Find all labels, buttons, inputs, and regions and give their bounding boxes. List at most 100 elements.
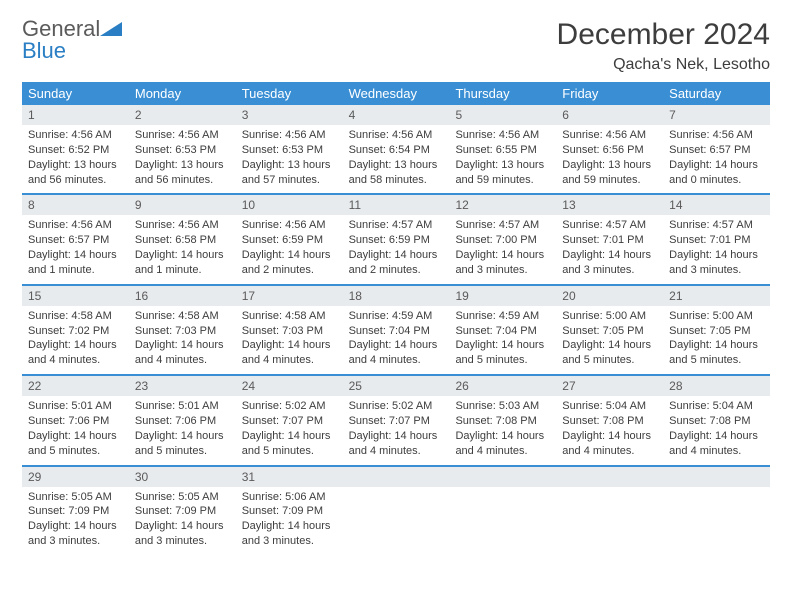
sunset-text: Sunset: 6:59 PM [349, 233, 444, 248]
week-row: 8Sunrise: 4:56 AMSunset: 6:57 PMDaylight… [22, 195, 770, 285]
sunrise-text: Sunrise: 5:05 AM [135, 490, 230, 505]
day-number: 18 [343, 286, 450, 306]
sunrise-text: Sunrise: 4:59 AM [455, 309, 550, 324]
day-number: 14 [663, 195, 770, 215]
sunset-text: Sunset: 7:08 PM [669, 414, 764, 429]
brand-part2: Blue [22, 38, 66, 63]
sunrise-text: Sunrise: 5:02 AM [349, 399, 444, 414]
weekday-header-row: Sunday Monday Tuesday Wednesday Thursday… [22, 82, 770, 105]
day-info: Sunrise: 4:56 AMSunset: 6:56 PMDaylight:… [556, 125, 663, 187]
sunset-text: Sunset: 6:52 PM [28, 143, 123, 158]
day-cell: 30Sunrise: 5:05 AMSunset: 7:09 PMDayligh… [129, 467, 236, 555]
day-cell: 21Sunrise: 5:00 AMSunset: 7:05 PMDayligh… [663, 286, 770, 374]
day-info: Sunrise: 4:56 AMSunset: 6:57 PMDaylight:… [663, 125, 770, 187]
day-number: 1 [22, 105, 129, 125]
daylight-text: Daylight: 14 hours and 3 minutes. [562, 248, 657, 278]
day-number: 31 [236, 467, 343, 487]
day-info: Sunrise: 5:04 AMSunset: 7:08 PMDaylight:… [663, 396, 770, 458]
daylight-text: Daylight: 14 hours and 2 minutes. [349, 248, 444, 278]
month-title: December 2024 [557, 18, 770, 52]
calendar: Sunday Monday Tuesday Wednesday Thursday… [22, 82, 770, 555]
daylight-text: Daylight: 14 hours and 3 minutes. [669, 248, 764, 278]
day-number: 6 [556, 105, 663, 125]
day-info: Sunrise: 4:56 AMSunset: 6:52 PMDaylight:… [22, 125, 129, 187]
sunset-text: Sunset: 7:06 PM [28, 414, 123, 429]
header: General Blue December 2024 Qacha's Nek, … [22, 18, 770, 74]
day-cell: 23Sunrise: 5:01 AMSunset: 7:06 PMDayligh… [129, 376, 236, 464]
daylight-text: Daylight: 14 hours and 4 minutes. [349, 429, 444, 459]
daylight-text: Daylight: 13 hours and 59 minutes. [562, 158, 657, 188]
day-number: 21 [663, 286, 770, 306]
week-row: 22Sunrise: 5:01 AMSunset: 7:06 PMDayligh… [22, 376, 770, 466]
sunset-text: Sunset: 6:53 PM [135, 143, 230, 158]
weeks-container: 1Sunrise: 4:56 AMSunset: 6:52 PMDaylight… [22, 105, 770, 555]
day-cell [449, 467, 556, 555]
sunrise-text: Sunrise: 5:01 AM [28, 399, 123, 414]
day-cell: 19Sunrise: 4:59 AMSunset: 7:04 PMDayligh… [449, 286, 556, 374]
day-number: 24 [236, 376, 343, 396]
day-info: Sunrise: 4:56 AMSunset: 6:53 PMDaylight:… [129, 125, 236, 187]
day-number [449, 467, 556, 487]
sunset-text: Sunset: 7:08 PM [455, 414, 550, 429]
day-cell: 7Sunrise: 4:56 AMSunset: 6:57 PMDaylight… [663, 105, 770, 193]
daylight-text: Daylight: 14 hours and 5 minutes. [28, 429, 123, 459]
daylight-text: Daylight: 14 hours and 5 minutes. [669, 338, 764, 368]
sunrise-text: Sunrise: 5:02 AM [242, 399, 337, 414]
day-info: Sunrise: 4:56 AMSunset: 6:55 PMDaylight:… [449, 125, 556, 187]
day-number: 2 [129, 105, 236, 125]
day-number [556, 467, 663, 487]
day-cell: 18Sunrise: 4:59 AMSunset: 7:04 PMDayligh… [343, 286, 450, 374]
daylight-text: Daylight: 14 hours and 3 minutes. [242, 519, 337, 549]
day-cell: 13Sunrise: 4:57 AMSunset: 7:01 PMDayligh… [556, 195, 663, 283]
day-cell: 5Sunrise: 4:56 AMSunset: 6:55 PMDaylight… [449, 105, 556, 193]
day-cell [556, 467, 663, 555]
daylight-text: Daylight: 14 hours and 5 minutes. [242, 429, 337, 459]
day-cell: 11 Sunrise: 4:57 AMSunset: 6:59 PMDayligh… [343, 195, 450, 283]
sunset-text: Sunset: 7:01 PM [669, 233, 764, 248]
sunset-text: Sunset: 6:56 PM [562, 143, 657, 158]
daylight-text: Daylight: 14 hours and 3 minutes. [28, 519, 123, 549]
day-info: Sunrise: 5:03 AMSunset: 7:08 PMDaylight:… [449, 396, 556, 458]
day-number: 20 [556, 286, 663, 306]
day-info: Sunrise: 4:59 AMSunset: 7:04 PMDaylight:… [343, 306, 450, 368]
logo-triangle-icon [100, 18, 122, 40]
day-cell: 2Sunrise: 4:56 AMSunset: 6:53 PMDaylight… [129, 105, 236, 193]
sunset-text: Sunset: 6:54 PM [349, 143, 444, 158]
day-info: Sunrise: 4:56 AMSunset: 6:54 PMDaylight:… [343, 125, 450, 187]
location-text: Qacha's Nek, Lesotho [557, 56, 770, 74]
day-number: 9 [129, 195, 236, 215]
sunset-text: Sunset: 7:01 PM [562, 233, 657, 248]
sunrise-text: Sunrise: 5:01 AM [135, 399, 230, 414]
day-cell: 24Sunrise: 5:02 AMSunset: 7:07 PMDayligh… [236, 376, 343, 464]
daylight-text: Daylight: 14 hours and 4 minutes. [349, 338, 444, 368]
daylight-text: Daylight: 14 hours and 4 minutes. [669, 429, 764, 459]
day-info: Sunrise: 5:02 AMSunset: 7:07 PMDaylight:… [236, 396, 343, 458]
day-number: 4 [343, 105, 450, 125]
day-info: Sunrise: 5:05 AMSunset: 7:09 PMDaylight:… [22, 487, 129, 549]
weekday-header: Friday [556, 82, 663, 105]
day-cell: 31Sunrise: 5:06 AMSunset: 7:09 PMDayligh… [236, 467, 343, 555]
sunrise-text: Sunrise: 4:57 AM [349, 218, 444, 233]
sunset-text: Sunset: 7:05 PM [562, 324, 657, 339]
day-info: Sunrise: 4:56 AMSunset: 6:57 PMDaylight:… [22, 215, 129, 277]
daylight-text: Daylight: 14 hours and 5 minutes. [562, 338, 657, 368]
day-info: Sunrise: 5:01 AMSunset: 7:06 PMDaylight:… [22, 396, 129, 458]
daylight-text: Daylight: 13 hours and 56 minutes. [135, 158, 230, 188]
daylight-text: Daylight: 14 hours and 5 minutes. [135, 429, 230, 459]
weekday-header: Saturday [663, 82, 770, 105]
day-number: 27 [556, 376, 663, 396]
sunset-text: Sunset: 7:09 PM [135, 504, 230, 519]
daylight-text: Daylight: 13 hours and 58 minutes. [349, 158, 444, 188]
day-number: 16 [129, 286, 236, 306]
day-info: Sunrise: 4:58 AMSunset: 7:03 PMDaylight:… [129, 306, 236, 368]
daylight-text: Daylight: 14 hours and 3 minutes. [135, 519, 230, 549]
sunset-text: Sunset: 6:57 PM [28, 233, 123, 248]
daylight-text: Daylight: 14 hours and 4 minutes. [28, 338, 123, 368]
day-number: 23 [129, 376, 236, 396]
sunset-text: Sunset: 7:07 PM [349, 414, 444, 429]
day-cell: 15Sunrise: 4:58 AMSunset: 7:02 PMDayligh… [22, 286, 129, 374]
day-info: Sunrise: 5:06 AMSunset: 7:09 PMDaylight:… [236, 487, 343, 549]
day-number: 13 [556, 195, 663, 215]
day-number: 11 [343, 195, 450, 215]
day-cell: 14Sunrise: 4:57 AMSunset: 7:01 PMDayligh… [663, 195, 770, 283]
